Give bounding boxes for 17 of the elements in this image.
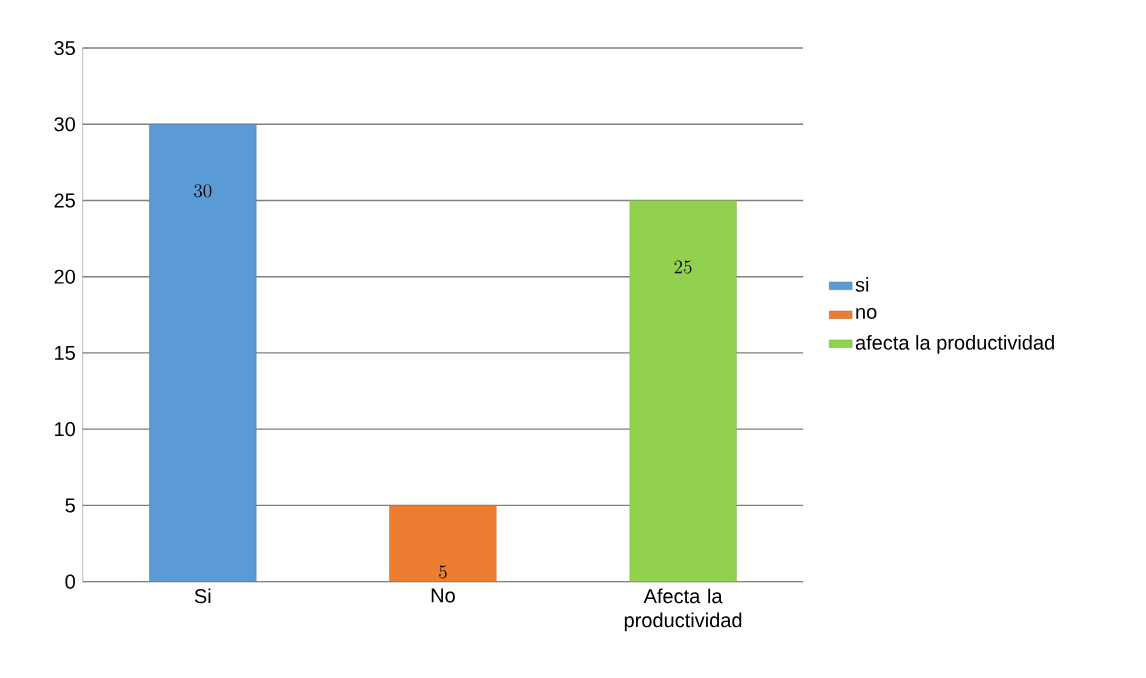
y-tick-label: 20	[54, 269, 75, 284]
y-tick-label: 25	[54, 193, 75, 208]
legend-label: si	[855, 277, 869, 292]
legend-label: afecta la productividad	[855, 335, 1054, 354]
y-tick-label: 15	[55, 346, 75, 361]
y-tick-label: 30	[54, 117, 75, 132]
legend-label: no	[856, 308, 877, 320]
y-tick-label: 5	[65, 498, 75, 513]
y-tick-label: 10	[55, 422, 75, 437]
y-tick-label: 0	[65, 574, 75, 589]
x-tick-label: Si	[194, 588, 211, 604]
x-tick-label: No	[431, 588, 455, 603]
y-tick-label: 35	[54, 41, 75, 56]
data-label: 25	[674, 260, 692, 274]
data-label: 5	[439, 565, 447, 579]
data-label: 30	[194, 184, 212, 198]
x-tick-label: Afecta la productividad	[624, 588, 742, 632]
